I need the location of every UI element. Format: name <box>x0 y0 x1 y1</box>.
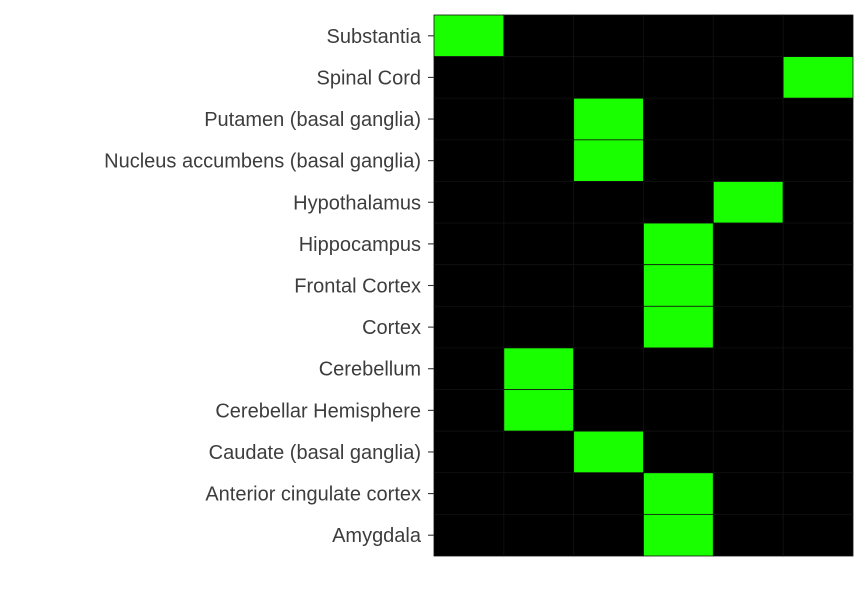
heatmap-cell <box>503 305 575 349</box>
heatmap-cell <box>712 305 784 349</box>
heatmap-cell <box>433 139 505 182</box>
heatmap-cell <box>782 14 854 58</box>
heatmap-cell <box>782 389 854 432</box>
heatmap-cell <box>573 513 644 557</box>
heatmap-cell <box>503 264 575 307</box>
y-axis-tick-label: Hypothalamus <box>293 192 421 214</box>
heatmap-cell <box>433 430 505 474</box>
heatmap-cell <box>433 97 505 141</box>
y-axis-tick-label: Putamen (basal ganglia) <box>204 109 421 131</box>
heatmap-cell <box>433 347 505 390</box>
heatmap-cell <box>712 430 784 474</box>
y-axis-tick-label: Spinal Cord <box>316 67 421 89</box>
heatmap-cell <box>643 347 714 390</box>
y-axis-tick-label: Substantia <box>326 26 421 48</box>
labels-layer: Substantia Spinal Cord Putamen (basal gang… <box>104 26 422 547</box>
heatmap-cell <box>643 513 714 557</box>
heatmap-cell <box>643 305 714 349</box>
heatmap-cell <box>503 347 575 390</box>
heatmap-cell <box>643 139 714 182</box>
heatmap-cell <box>712 139 784 182</box>
heatmap-cell <box>503 430 575 474</box>
heatmap-cell <box>643 222 714 266</box>
heatmap-cell <box>433 472 505 515</box>
heatmap-cell <box>573 14 644 58</box>
heatmap-cell <box>712 389 784 432</box>
heatmap-cell <box>433 56 505 99</box>
heatmap-cell <box>573 139 644 182</box>
heatmap-cell <box>433 14 505 58</box>
ticks-layer <box>428 35 434 536</box>
heatmap-cell <box>573 389 644 432</box>
heatmap-cell <box>712 222 784 266</box>
heatmap-cell <box>782 430 854 474</box>
heatmap-cell <box>782 305 854 349</box>
heatmap-cell <box>782 56 854 99</box>
heatmap-cell <box>782 472 854 515</box>
heatmap-cell <box>573 430 644 474</box>
heatmap-cell <box>433 305 505 349</box>
heatmap-cell <box>643 264 714 307</box>
heatmap-cell <box>712 97 784 141</box>
y-axis-tick-label: Hippocampus <box>299 234 421 256</box>
heatmap-cell <box>503 56 575 99</box>
heatmap-cell <box>433 513 505 557</box>
heatmap-cell <box>643 181 714 224</box>
heatmap-cell <box>712 513 784 557</box>
heatmap-cell <box>782 222 854 266</box>
heatmap-cell <box>573 305 644 349</box>
heatmap-cell <box>503 513 575 557</box>
heatmap-cell <box>433 181 505 224</box>
heatmap-cell <box>503 472 575 515</box>
heatmap-cell <box>573 472 644 515</box>
heatmap-cell <box>712 56 784 99</box>
heatmap-cell <box>503 389 575 432</box>
heatmap-cell <box>712 181 784 224</box>
y-axis-tick-label: Cortex <box>362 317 421 339</box>
y-axis-tick-label: Caudate (basal ganglia) <box>209 442 421 464</box>
heatmap-cell <box>573 97 644 141</box>
heatmap-cell <box>433 264 505 307</box>
heatmap-cell <box>643 14 714 58</box>
heatmap-cell <box>503 14 575 58</box>
heatmap-cell <box>643 389 714 432</box>
heatmap-cell <box>782 264 854 307</box>
heatmap-cell <box>573 181 644 224</box>
heatmap-cell <box>503 139 575 182</box>
heatmap-cell <box>503 181 575 224</box>
heatmap-cell <box>712 472 784 515</box>
heatmap-cell <box>782 181 854 224</box>
heatmap-cell <box>782 347 854 390</box>
heatmap-cell <box>782 139 854 182</box>
heatmap-cell <box>712 14 784 58</box>
heatmap-cell <box>643 472 714 515</box>
y-axis-tick-label: Amygdala <box>332 525 422 547</box>
heatmap-cell <box>503 222 575 266</box>
heatmap-cell <box>712 264 784 307</box>
y-axis-tick-label: Cerebellum <box>319 359 421 381</box>
heatmap-cell <box>643 97 714 141</box>
heatmap-cell <box>433 222 505 266</box>
heatmap-cell <box>573 56 644 99</box>
heatmap-cell <box>573 222 644 266</box>
heatmap-cell <box>643 430 714 474</box>
heatmap-cell <box>782 97 854 141</box>
heatmap-cell <box>712 347 784 390</box>
y-axis-tick-label: Anterior cingulate cortex <box>205 484 421 506</box>
heatmap-cell <box>573 264 644 307</box>
heatmap-cell <box>573 347 644 390</box>
cells-layer <box>433 14 854 557</box>
heatmap-cell <box>433 389 505 432</box>
y-axis-tick-label: Nucleus accumbens (basal ganglia) <box>104 151 421 173</box>
heatmap-cell <box>782 513 854 557</box>
y-axis-tick-label: Cerebellar Hemisphere <box>215 400 421 422</box>
heatmap-cell <box>503 97 575 141</box>
y-axis-tick-label: Frontal Cortex <box>294 276 421 298</box>
heatmap-cell <box>643 56 714 99</box>
